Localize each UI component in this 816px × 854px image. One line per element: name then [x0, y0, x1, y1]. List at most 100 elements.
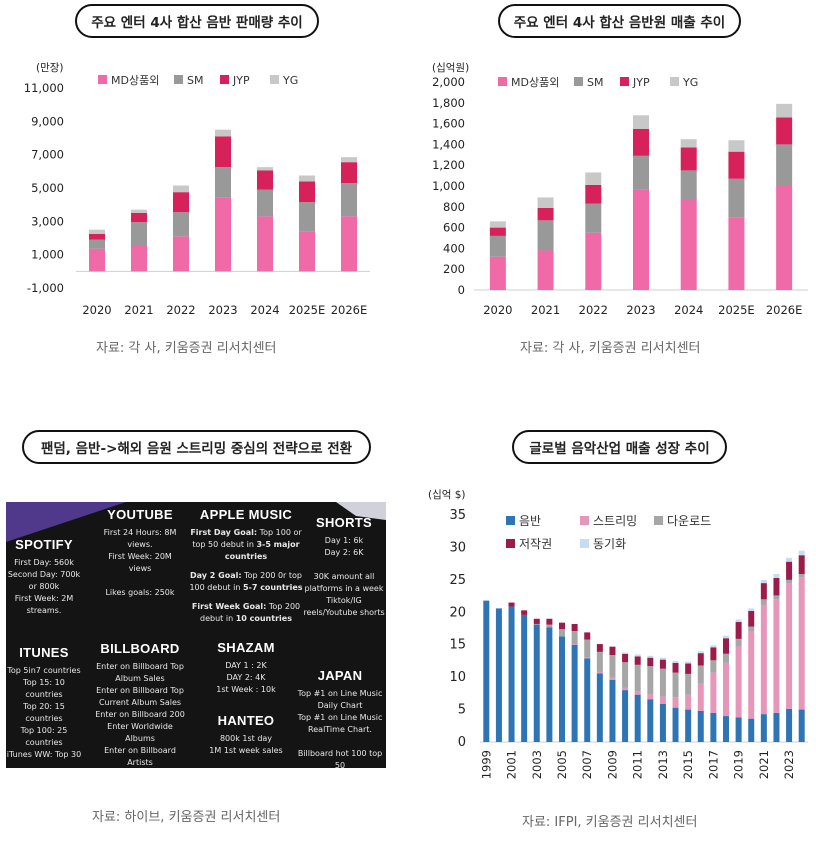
bar-segment-스트리밍 — [584, 657, 591, 659]
bar-segment-MD상품외 — [299, 231, 315, 272]
bar-segment-스트리밍 — [748, 631, 755, 719]
spotify-goals: First Day: 560k Second Day: 700k or 800k… — [7, 558, 81, 615]
shorts-goals: Day 1: 6k Day 2: 6K 30K amount all platf… — [303, 536, 385, 617]
bar-segment-스트리밍 — [672, 697, 679, 708]
bar-segment-SM — [633, 155, 649, 190]
x-tick-label: 2005 — [555, 750, 569, 779]
bar-segment-다운로드 — [647, 666, 654, 695]
bar-segment-다운로드 — [710, 660, 717, 673]
bar-segment-JYP — [341, 162, 357, 183]
y-tick-label: 15 — [449, 638, 466, 653]
bar-segment-음반 — [571, 644, 578, 742]
y-tick-label: 2,000 — [432, 75, 465, 89]
x-tick-label: 2011 — [631, 750, 645, 779]
bar-segment-저작권 — [697, 653, 704, 666]
bar-segment-YG — [173, 185, 189, 193]
itunes-heading: ITUNES — [19, 645, 69, 660]
bar-segment-SM — [680, 170, 697, 200]
legend-swatch-MD상품외 — [498, 77, 507, 86]
bar-segment-음반 — [748, 718, 755, 742]
bar-segment-스트리밍 — [723, 662, 729, 717]
bar-segment-다운로드 — [622, 662, 629, 688]
legend-swatch-JYP — [620, 77, 629, 86]
bar-segment-저작권 — [571, 623, 578, 632]
x-tick-label: 2013 — [656, 750, 670, 779]
y-tick-label: 0 — [458, 735, 466, 750]
bar-segment-MD상품외 — [173, 236, 189, 272]
y-tick-label: 1,000 — [432, 179, 465, 193]
bar-segment-음반 — [521, 614, 528, 742]
legend-swatch-SM — [574, 77, 583, 86]
bar-segment-저작권 — [723, 638, 729, 654]
bar-segment-YG — [537, 197, 554, 208]
spotify-heading: SPOTIFY — [15, 537, 73, 552]
y-tick-label: 1,600 — [432, 117, 465, 131]
bar-segment-스트리밍 — [710, 672, 717, 713]
billboard-heading: BILLBOARD — [100, 641, 180, 656]
bar-segment-다운로드 — [748, 626, 755, 632]
x-tick-label: 2025E — [718, 303, 755, 317]
bar-segment-저작권 — [786, 561, 793, 580]
bar-segment-다운로드 — [773, 595, 780, 600]
bar-segment-다운로드 — [723, 653, 729, 663]
bar-segment-음반 — [622, 690, 629, 742]
legend-swatch-SM — [174, 75, 183, 84]
x-tick-label: 2020 — [483, 303, 512, 317]
bar-segment-스트리밍 — [634, 691, 641, 695]
title-global-music: 글로벌 음악산업 매출 성장 추이 — [512, 430, 727, 464]
bar-segment-음반 — [483, 600, 490, 742]
legend-label-JYP: JYP — [232, 74, 250, 87]
bar-segment-저작권 — [773, 577, 780, 596]
bar-segment-저작권 — [748, 610, 755, 627]
x-tick-label: 2026E — [331, 303, 368, 317]
bar-segment-저작권 — [634, 656, 641, 665]
bar-segment-동기화 — [672, 660, 679, 663]
apple-music-heading: APPLE MUSIC — [199, 507, 293, 522]
legend-label-동기화: 동기화 — [593, 537, 626, 551]
bar-segment-MD상품외 — [680, 199, 697, 290]
bar-segment-음반 — [647, 699, 654, 742]
x-tick-label: 2023 — [782, 750, 796, 779]
x-tick-label: 2003 — [530, 750, 544, 779]
bar-segment-저작권 — [533, 618, 540, 624]
bar-segment-SM — [257, 189, 273, 217]
bar-segment-동기화 — [710, 645, 717, 648]
y-tick-label: 0 — [458, 283, 465, 297]
x-tick-label: 2026E — [766, 303, 803, 317]
bar-segment-스트리밍 — [685, 694, 692, 710]
bar-segment-동기화 — [659, 657, 666, 660]
itunes-goals: Top 5in7 countries Top 15: 10 countries … — [6, 666, 82, 759]
poster-youtube: YOUTUBE First 24 Hours: 8M views. First … — [98, 506, 182, 599]
billboard-goals: Enter on Billboard Top Album Sales Enter… — [95, 662, 185, 767]
x-tick-label: 2007 — [580, 750, 594, 779]
bar-segment-SM — [489, 235, 506, 257]
bar-segment-음반 — [634, 694, 641, 742]
x-tick-label: 2023 — [626, 303, 655, 317]
bar-segment-저작권 — [735, 622, 742, 639]
bar-segment-다운로드 — [596, 651, 603, 672]
bar-segment-다운로드 — [533, 623, 540, 625]
bar-segment-저작권 — [659, 659, 666, 669]
japan-goals: Top #1 on Line Music Daily Chart Top #1 … — [297, 689, 383, 768]
bar-segment-음반 — [546, 627, 553, 742]
y-tick-label: 3,000 — [31, 214, 64, 228]
bar-segment-스트리밍 — [786, 583, 793, 709]
x-tick-label: 2021 — [531, 303, 560, 317]
bar-segment-YG — [341, 157, 357, 163]
bar-segment-저작권 — [622, 653, 629, 663]
bar-segment-저작권 — [546, 618, 553, 625]
shorts-heading: SHORTS — [316, 515, 372, 530]
bar-segment-다운로드 — [786, 579, 793, 584]
y-tick-label: 11,000 — [24, 81, 64, 95]
bar-segment-저작권 — [798, 555, 805, 575]
bar-segment-다운로드 — [584, 639, 591, 658]
x-tick-label: 2024 — [674, 303, 703, 317]
bar-segment-동기화 — [798, 550, 805, 556]
poster-itunes: ITUNES Top 5in7 countries Top 15: 10 cou… — [6, 644, 82, 761]
x-tick-label: 2023 — [208, 303, 237, 317]
title-album-sales: 주요 엔터 4사 합산 음반 판매량 추이 — [75, 4, 319, 38]
legend-label-JYP: JYP — [632, 76, 650, 89]
